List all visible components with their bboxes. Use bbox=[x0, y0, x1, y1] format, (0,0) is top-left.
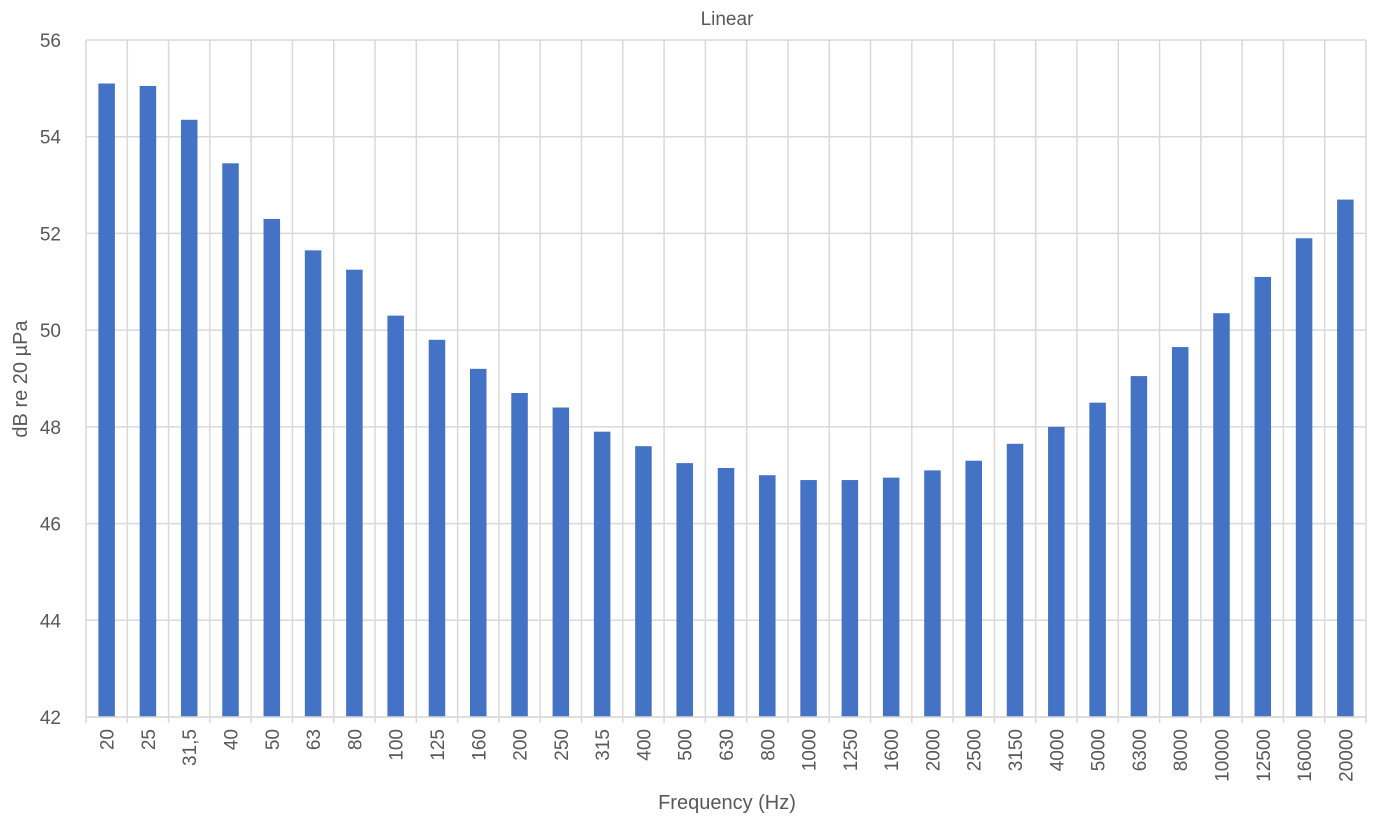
bar-250 bbox=[552, 407, 570, 717]
y-tick-label: 44 bbox=[40, 611, 62, 632]
x-tick-label: 4000 bbox=[1047, 729, 1068, 771]
bar-25 bbox=[139, 85, 157, 718]
bar-1000 bbox=[800, 480, 817, 717]
x-tick-label: 25 bbox=[139, 729, 160, 750]
y-tick-label: 50 bbox=[40, 321, 61, 342]
bar-4000 bbox=[1048, 426, 1065, 717]
bar-2500 bbox=[965, 460, 982, 717]
bar-400 bbox=[635, 446, 652, 717]
x-tick-label: 125 bbox=[428, 729, 449, 761]
bar-series bbox=[98, 83, 1354, 718]
bar-100 bbox=[387, 315, 404, 717]
x-tick-label: 800 bbox=[758, 729, 779, 761]
y-axis-tick-labels: 42 44 46 48 50 52 54 56 bbox=[40, 31, 62, 729]
y-tick-label: 56 bbox=[40, 31, 61, 52]
bar-8000 bbox=[1171, 347, 1189, 717]
x-tick-label: 3150 bbox=[1006, 729, 1027, 771]
x-tick-label: 16000 bbox=[1295, 729, 1316, 782]
bar-500 bbox=[676, 463, 693, 717]
x-tick-label: 6300 bbox=[1130, 729, 1151, 771]
x-tick-label: 630 bbox=[717, 729, 738, 761]
bar-5000 bbox=[1089, 402, 1106, 717]
x-tick-label: 160 bbox=[469, 729, 490, 761]
y-tick-label: 42 bbox=[40, 708, 61, 729]
bar-800 bbox=[759, 475, 776, 717]
bar-20000 bbox=[1337, 199, 1354, 718]
bar-160 bbox=[470, 368, 487, 717]
x-tick-label: 315 bbox=[593, 729, 614, 761]
x-tick-label: 12500 bbox=[1254, 729, 1275, 782]
x-tick-label: 50 bbox=[263, 729, 284, 750]
x-axis-title: Frequency (Hz) bbox=[658, 792, 796, 814]
bar-630 bbox=[717, 467, 735, 717]
x-tick-label: 1600 bbox=[882, 729, 903, 771]
x-tick-label: 500 bbox=[676, 729, 697, 761]
y-tick-label: 54 bbox=[40, 128, 62, 149]
bar-6300 bbox=[1130, 376, 1148, 717]
bar-63 bbox=[304, 250, 322, 717]
bar-31,5 bbox=[180, 119, 198, 717]
bar-2000 bbox=[924, 470, 941, 717]
gridlines bbox=[85, 39, 1367, 718]
x-tick-label: 31,5 bbox=[180, 729, 201, 766]
bar-40 bbox=[222, 163, 239, 717]
x-tick-label: 250 bbox=[552, 729, 573, 761]
bar-1600 bbox=[882, 477, 900, 717]
bar-315 bbox=[593, 431, 611, 717]
x-tick-label: 1250 bbox=[841, 729, 862, 771]
x-tick-label: 20 bbox=[98, 729, 119, 750]
bar-80 bbox=[346, 269, 363, 717]
bar-1250 bbox=[841, 480, 859, 717]
x-tick-label: 2000 bbox=[923, 729, 944, 771]
axes bbox=[85, 716, 1367, 723]
bar-3150 bbox=[1006, 443, 1024, 717]
y-tick-label: 46 bbox=[40, 515, 61, 536]
bar-10000 bbox=[1213, 313, 1230, 717]
chart-title: Linear bbox=[701, 9, 754, 30]
bar-20 bbox=[98, 83, 115, 718]
x-tick-label: 100 bbox=[387, 729, 408, 761]
x-tick-label: 40 bbox=[222, 729, 243, 750]
bar-200 bbox=[511, 393, 528, 717]
x-axis-tick-labels: 20 25 31,5 40 50 63 80 100 125 160 200 250 315 400 500… bbox=[98, 729, 1358, 782]
x-tick-label: 80 bbox=[345, 729, 366, 750]
x-tick-label: 200 bbox=[511, 729, 532, 761]
x-tick-label: 400 bbox=[634, 729, 655, 761]
x-tick-label: 63 bbox=[304, 729, 325, 750]
bar-50 bbox=[263, 218, 281, 717]
y-axis-title: dB re 20 µPa bbox=[10, 320, 32, 438]
x-tick-label: 5000 bbox=[1089, 729, 1110, 771]
y-tick-label: 48 bbox=[40, 418, 61, 439]
x-tick-label: 20000 bbox=[1336, 729, 1357, 782]
bar-12500 bbox=[1254, 276, 1272, 717]
x-tick-label: 10000 bbox=[1212, 729, 1233, 782]
x-tick-label: 1000 bbox=[800, 729, 821, 771]
x-tick-label: 2500 bbox=[965, 729, 986, 771]
bar-16000 bbox=[1295, 238, 1313, 717]
y-tick-label: 52 bbox=[40, 224, 61, 245]
x-tick-label: 8000 bbox=[1171, 729, 1192, 771]
bar-125 bbox=[428, 339, 446, 717]
